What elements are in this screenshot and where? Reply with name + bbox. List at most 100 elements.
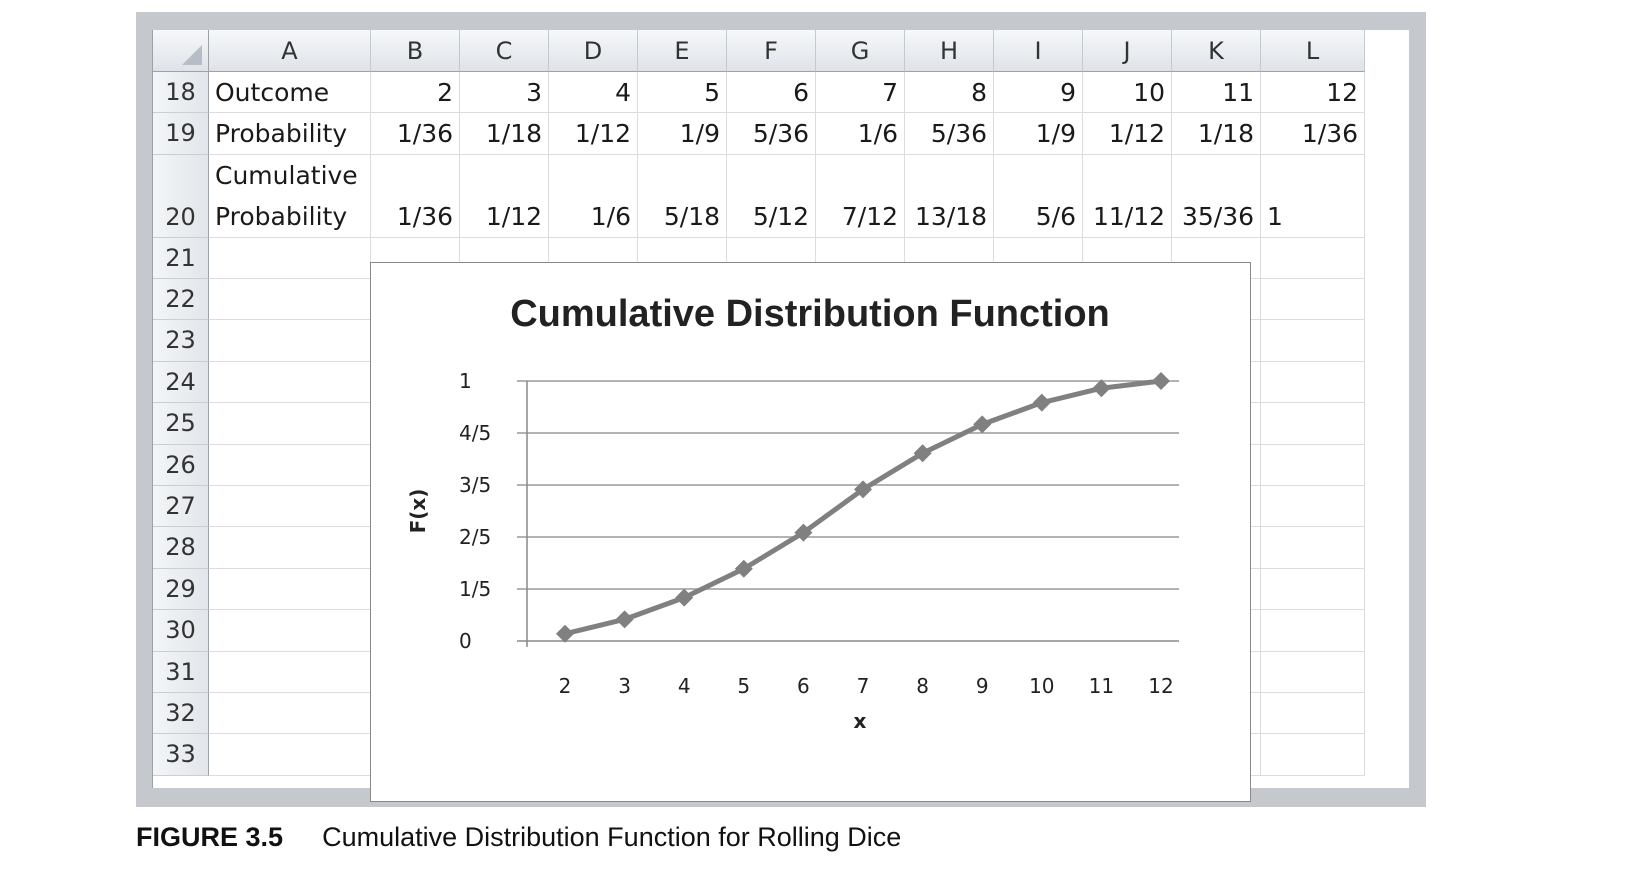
cell-g20[interactable]: 7/12 [816,154,905,238]
cell-d19[interactable]: 1/12 [549,113,638,155]
cell-a18[interactable]: Outcome [209,72,371,114]
cell-e19[interactable]: 1/9 [638,113,727,155]
column-header-b[interactable]: B [371,30,460,72]
cell-h20[interactable]: 13/18 [905,154,994,238]
cell-j20[interactable]: 11/12 [1083,154,1172,238]
row-header-31[interactable]: 31 [153,651,209,693]
column-header-h[interactable]: H [905,30,994,72]
cell-l28[interactable] [1261,527,1365,569]
column-header-g[interactable]: G [816,30,905,72]
row-header-23[interactable]: 23 [153,320,209,362]
cell-l25[interactable] [1261,403,1365,445]
column-header-e[interactable]: E [638,30,727,72]
cell-l30[interactable] [1261,610,1365,652]
column-header-i[interactable]: I [994,30,1083,72]
column-header-k[interactable]: K [1172,30,1261,72]
cell-l29[interactable] [1261,568,1365,611]
cell-a24[interactable] [209,361,371,404]
cell-e20[interactable]: 5/18 [638,154,727,238]
row-header-33[interactable]: 33 [153,734,209,776]
cell-j19[interactable]: 1/12 [1083,113,1172,155]
row-header-32[interactable]: 32 [153,693,209,735]
row-header-28[interactable]: 28 [153,527,209,569]
cell-c18[interactable]: 3 [460,72,549,114]
row-header-18[interactable]: 18 [153,72,209,114]
cell-f18[interactable]: 6 [727,72,816,114]
cell-a28[interactable] [209,527,371,569]
cell-l32[interactable] [1261,693,1365,735]
cell-h18[interactable]: 8 [905,72,994,114]
y-tick-label: 1/5 [459,577,491,601]
data-point-marker [794,523,813,542]
cell-a25[interactable] [209,403,371,445]
cell-i20[interactable]: 5/6 [994,154,1083,238]
cell-b19[interactable]: 1/36 [371,113,460,155]
cell-a19[interactable]: Probability [209,113,371,155]
cell-c19[interactable]: 1/18 [460,113,549,155]
cell-c20[interactable]: 1/12 [460,154,549,238]
cell-b18[interactable]: 2 [371,72,460,114]
y-tick-label: 3/5 [459,473,491,497]
cell-a21[interactable] [209,237,371,279]
row-header-27[interactable]: 27 [153,486,209,528]
row-header-19[interactable]: 19 [153,113,209,155]
cell-i18[interactable]: 9 [994,72,1083,114]
cell-label-line2: Probability [215,202,348,232]
cell-l21[interactable] [1261,237,1365,279]
cell-a22[interactable] [209,279,371,321]
cell-k19[interactable]: 1/18 [1172,113,1261,155]
cell-k18[interactable]: 11 [1172,72,1261,114]
cell-d20[interactable]: 1/6 [549,154,638,238]
cell-l24[interactable] [1261,361,1365,404]
cell-d18[interactable]: 4 [549,72,638,114]
column-header-j[interactable]: J [1083,30,1172,72]
x-tick-label: 7 [857,674,870,698]
column-header-c[interactable]: C [460,30,549,72]
cell-a33[interactable] [209,734,371,776]
cell-l23[interactable] [1261,320,1365,362]
cell-j18[interactable]: 10 [1083,72,1172,114]
cell-l20[interactable]: 1 [1261,154,1365,238]
cell-f20[interactable]: 5/12 [727,154,816,238]
cell-g18[interactable]: 7 [816,72,905,114]
cell-l27[interactable] [1261,486,1365,528]
row-header-20[interactable]: 20 [153,154,209,238]
row-header-25[interactable]: 25 [153,403,209,445]
row-header-24[interactable]: 24 [153,361,209,404]
cell-l33[interactable] [1261,734,1365,776]
cell-l31[interactable] [1261,651,1365,693]
column-header-l[interactable]: L [1261,30,1365,72]
cell-i19[interactable]: 1/9 [994,113,1083,155]
cell-h19[interactable]: 5/36 [905,113,994,155]
select-all-corner[interactable] [153,30,209,72]
cell-a32[interactable] [209,693,371,735]
row-header-26[interactable]: 26 [153,444,209,486]
cell-k20[interactable]: 35/36 [1172,154,1261,238]
x-tick-label: 8 [916,674,929,698]
column-header-f[interactable]: F [727,30,816,72]
x-tick-label: 2 [559,674,572,698]
cell-l19[interactable]: 1/36 [1261,113,1365,155]
cell-l26[interactable] [1261,444,1365,486]
cell-l18[interactable]: 12 [1261,72,1365,114]
cell-e18[interactable]: 5 [638,72,727,114]
column-header-a[interactable]: A [209,30,371,72]
chart-area[interactable]: Cumulative Distribution Function 0 1/5 2/5 3… [370,262,1251,802]
cell-l22[interactable] [1261,279,1365,321]
column-header-d[interactable]: D [549,30,638,72]
row-header-21[interactable]: 21 [153,237,209,279]
cell-a20[interactable]: Cumulative Probability [209,154,371,238]
cell-a26[interactable] [209,444,371,486]
cell-a31[interactable] [209,651,371,693]
cell-a29[interactable] [209,568,371,611]
cell-b20[interactable]: 1/36 [371,154,460,238]
cell-a30[interactable] [209,610,371,652]
row-header-30[interactable]: 30 [153,610,209,652]
cell-g19[interactable]: 1/6 [816,113,905,155]
row-header-29[interactable]: 29 [153,568,209,611]
cell-a27[interactable] [209,486,371,528]
cell-f19[interactable]: 5/36 [727,113,816,155]
cell-a23[interactable] [209,320,371,362]
cdf-chart: Cumulative Distribution Function 0 1/5 2/5 3… [406,293,1179,733]
row-header-22[interactable]: 22 [153,279,209,321]
